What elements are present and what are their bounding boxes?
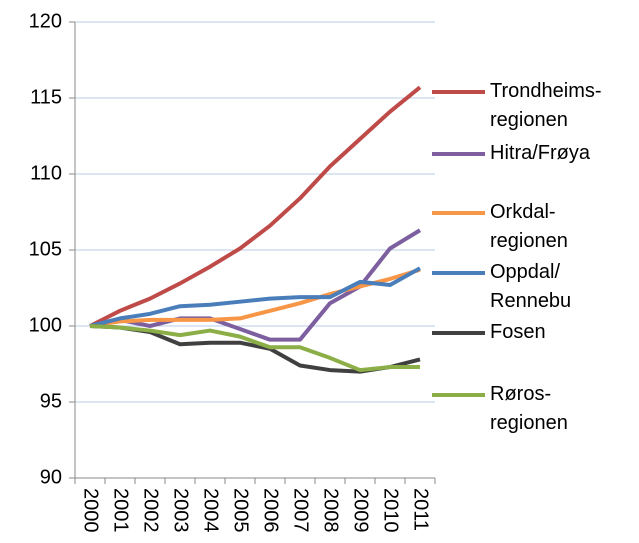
y-tick-label: 115	[30, 86, 62, 108]
x-tick-label: 2006	[260, 488, 282, 533]
legend-line: Orkdal-	[490, 201, 556, 223]
legend-line: Hitra/Frøya	[490, 142, 591, 164]
legend-label: Orkdal-regionen	[490, 201, 568, 252]
line	[89, 267, 421, 328]
y-tick-label: 90	[40, 466, 62, 488]
x-tick-label: 2001	[110, 488, 132, 533]
legend-line: Røros-	[490, 383, 551, 405]
x-tick-label: 2009	[350, 488, 372, 533]
x-tick-label: 2003	[170, 488, 192, 533]
legend-line: Trondheims-	[490, 80, 602, 102]
legend-label: Fosen	[490, 321, 546, 343]
y-tick-label: 110	[30, 162, 62, 184]
x-tick-label: 2004	[200, 488, 222, 533]
legend-line: regionen	[490, 230, 568, 252]
x-tick-label: 2002	[140, 488, 162, 533]
legend-line: Oppdal/	[490, 261, 560, 283]
legend-line: regionen	[490, 412, 568, 434]
legend-label: Hitra/Frøya	[490, 142, 591, 164]
line	[89, 85, 422, 328]
line	[89, 266, 421, 328]
x-tick-label: 2011	[410, 488, 432, 531]
x-tick-label: 2010	[380, 488, 402, 533]
line	[89, 228, 422, 342]
y-tick-label: 100	[29, 314, 62, 336]
line	[89, 324, 420, 373]
legend-label: Røros-regionen	[490, 383, 568, 434]
y-tick-label: 120	[29, 10, 62, 32]
y-tick-label: 95	[40, 390, 62, 412]
legend-label: Trondheims-regionen	[490, 80, 602, 131]
legend-label: Oppdal/Rennebu	[490, 261, 571, 312]
x-tick-label: 2000	[80, 488, 102, 533]
legend-line: Rennebu	[490, 290, 571, 312]
x-tick-label: 2005	[230, 488, 252, 533]
x-tick-label: 2007	[290, 488, 312, 533]
y-tick-label: 105	[29, 238, 62, 260]
legend-line: regionen	[490, 109, 568, 131]
legend-line: Fosen	[490, 321, 546, 343]
x-tick-label: 2008	[320, 488, 342, 533]
